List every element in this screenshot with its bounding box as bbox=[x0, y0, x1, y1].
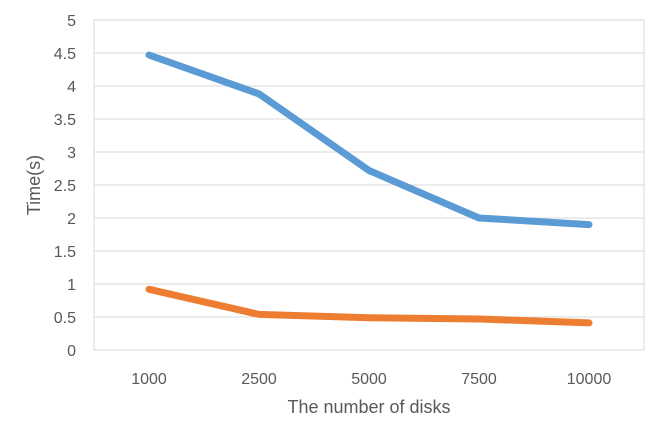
x-axis-title: The number of disks bbox=[287, 397, 450, 417]
series-2-line bbox=[145, 285, 593, 327]
x-tick-label: 5000 bbox=[351, 371, 387, 388]
y-tick-label: 0.5 bbox=[54, 310, 76, 327]
y-axis-title: Time(s) bbox=[24, 155, 44, 215]
x-tick-label: 1000 bbox=[131, 371, 167, 388]
plot-area-frame bbox=[93, 19, 645, 351]
x-tick-label: 2500 bbox=[241, 371, 277, 388]
y-tick-label: 0 bbox=[67, 343, 76, 360]
gridlines bbox=[94, 19, 644, 351]
y-axis-tick-labels: 0 0.5 1 1.5 2 2.5 3 3.5 4 4.5 5 bbox=[54, 13, 76, 360]
series-1-line bbox=[145, 51, 593, 229]
y-tick-label: 1 bbox=[67, 277, 76, 294]
y-tick-label: 1.5 bbox=[54, 244, 76, 261]
x-tick-label: 7500 bbox=[461, 371, 497, 388]
y-tick-label: 2 bbox=[67, 211, 76, 228]
y-tick-label: 3 bbox=[67, 145, 76, 162]
y-tick-label: 4.5 bbox=[54, 46, 76, 63]
y-tick-label: 4 bbox=[67, 79, 76, 96]
x-tick-label: 10000 bbox=[567, 371, 612, 388]
y-tick-label: 3.5 bbox=[54, 112, 76, 129]
x-axis-tick-labels: 1000 2500 5000 7500 10000 bbox=[131, 371, 611, 388]
series-lines bbox=[145, 51, 593, 327]
y-tick-label: 5 bbox=[67, 13, 76, 30]
y-tick-label: 2.5 bbox=[54, 178, 76, 195]
